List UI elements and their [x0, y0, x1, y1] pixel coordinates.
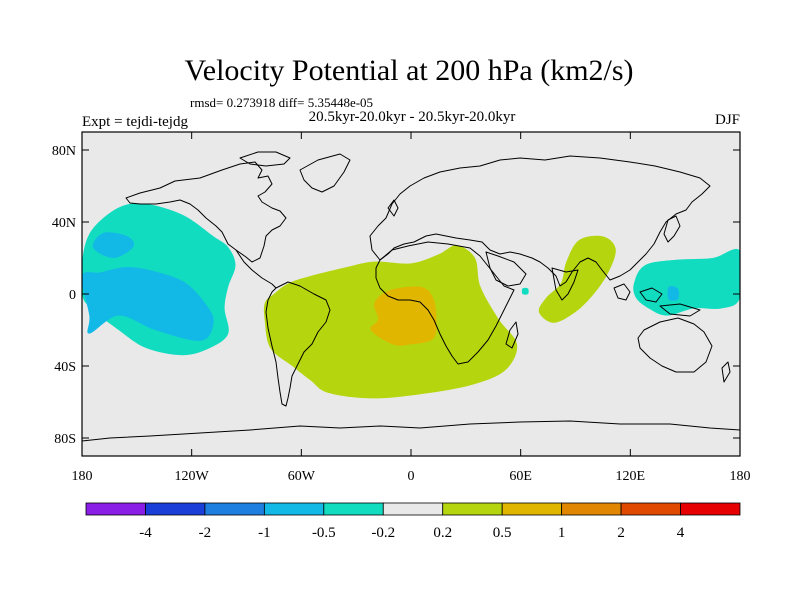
lon-tick-label: 60W: [288, 469, 316, 484]
season-label: DJF: [715, 112, 740, 128]
coastline-central-america: [235, 249, 277, 289]
region-pacific-negative-core: [82, 267, 214, 341]
coastline-greenland: [299, 153, 351, 193]
colorbar-label: 4: [677, 525, 685, 541]
colorbar-label: -1: [258, 525, 271, 541]
coastline-japan: [663, 215, 681, 243]
lon-tick-label: 180: [730, 469, 751, 484]
lat-tick-label: 80N: [52, 144, 76, 159]
colorbar-label: 2: [617, 525, 625, 541]
colorbar-box: [501, 502, 563, 516]
colorbar-box: [145, 502, 206, 516]
colorbar-label: -0.2: [371, 525, 395, 541]
colorbar-box: [561, 502, 622, 516]
colorbar-box: [323, 502, 384, 516]
region-atlantic-positive-core: [370, 286, 437, 346]
lon-tick-label: 0: [408, 469, 415, 484]
colorbar-label: 1: [558, 525, 566, 541]
region-maritime-negative-core: [667, 285, 680, 301]
lon-tick-label: 180: [72, 469, 93, 484]
experiment-label: Expt = tejdi-tejdg: [82, 114, 188, 130]
anomaly-contours: [82, 203, 740, 399]
colorbar-label: -2: [199, 525, 212, 541]
region-pacific-negative-north: [92, 232, 135, 258]
colorbar-label: -0.5: [312, 525, 336, 541]
coastline-arctic-islands: [239, 151, 291, 167]
lon-tick-label: 120W: [175, 469, 210, 484]
lon-tick-label: 120E: [616, 469, 646, 484]
coastline-south-america: [265, 281, 331, 407]
coastlines: [82, 151, 740, 442]
coastline-africa: [375, 241, 515, 365]
map-axes: 80N 40N 0 40S 80S 180 120W 60W 0 60E 120E 180: [52, 132, 751, 484]
colorbar-box: [382, 502, 444, 516]
colorbar-box: [442, 502, 503, 516]
region-arabian-negative-dot: [521, 287, 529, 295]
region-indian-positive: [538, 235, 616, 323]
colorbar-box: [204, 502, 265, 516]
stats-subtitle: rmsd= 0.273918 diff= 5.35448e-05: [190, 95, 373, 110]
colorbar-label: 0.2: [433, 525, 452, 541]
colorbar-box: [620, 502, 681, 516]
coastline-antarctica: [82, 420, 740, 442]
colorbar-box: [263, 502, 325, 516]
lat-tick-label: 40S: [54, 360, 76, 375]
coastline-australia: [637, 317, 713, 373]
colorbar-label: -4: [139, 525, 152, 541]
colorbar-box: [680, 502, 741, 516]
colorbar-label: 0.5: [493, 525, 512, 541]
coastline-eurasia: [369, 155, 711, 287]
coastline-uk: [387, 199, 399, 217]
lat-tick-label: 80S: [54, 432, 76, 447]
lon-tick-label: 60E: [509, 469, 532, 484]
coastline-maritime-continent: [613, 283, 701, 317]
periods-subtitle: 20.5kyr-20.0kyr - 20.5kyr-20.0kyr: [309, 109, 516, 125]
coastline-india: [551, 267, 579, 301]
figure-title: Velocity Potential at 200 hPa (km2/s): [184, 54, 633, 87]
lat-tick-label: 0: [69, 288, 76, 303]
coastline-madagascar: [505, 321, 519, 349]
coastline-north-america: [125, 161, 287, 263]
colorbar: -4 -2 -1 -0.5 -0.2 0.2 0.5 1 2 4: [85, 502, 741, 541]
coastline-new-zealand: [721, 361, 731, 383]
region-maritime-negative: [633, 248, 740, 316]
coastline-arabia: [485, 251, 527, 287]
lat-tick-label: 40N: [52, 216, 76, 231]
colorbar-box: [85, 502, 146, 516]
